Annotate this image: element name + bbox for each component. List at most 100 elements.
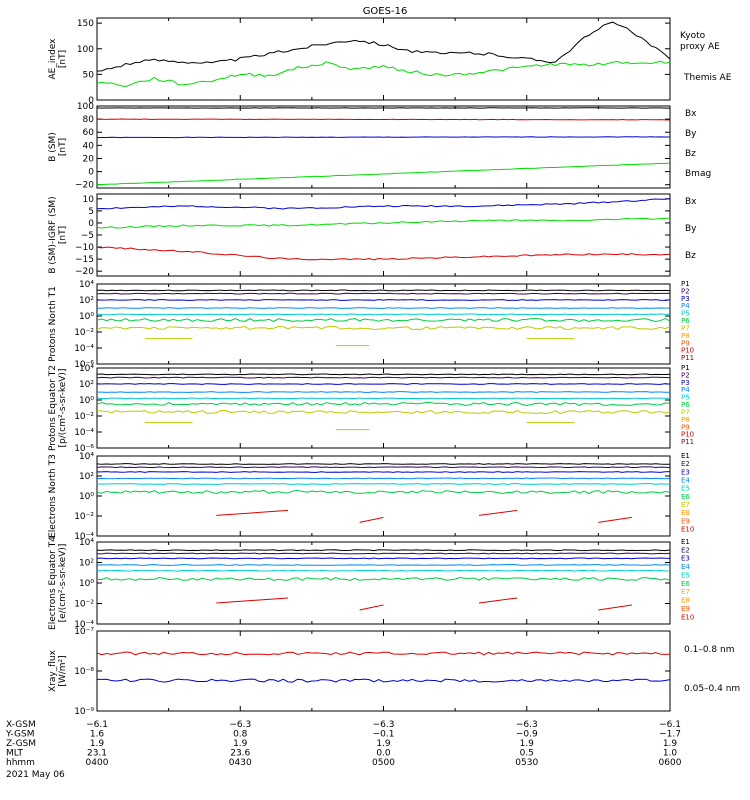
panel-2: 100 80 60 40 20 0 −20 B (SM) [nT] Bx By Bz Bmag [48, 102, 711, 191]
channel-line [96, 292, 671, 295]
channel-label: P4 [681, 302, 690, 310]
y-axis-label: Electrons North T3 [48, 454, 58, 538]
channel-label: P6 [681, 401, 690, 409]
legend-label: 0.1–0.8 nm [684, 645, 734, 655]
y-tick-label: 10⁴ [79, 538, 94, 548]
channel-label: E3 [681, 555, 690, 563]
legend-label: 0.05–0.4 nm [684, 684, 740, 694]
y-tick-label: −10 [75, 243, 94, 253]
channel-line [96, 289, 671, 292]
y-axis-label: Protons North T1 [48, 286, 58, 362]
y-tick-label: 0 [88, 96, 94, 106]
y-tick-label: 10⁴ [79, 364, 94, 374]
channel-segment [478, 509, 518, 516]
y-tick-label: 10 [83, 195, 95, 205]
channel-label: E8 [681, 597, 690, 605]
channel-line [96, 466, 671, 469]
y-tick-label: −20 [75, 181, 94, 191]
channel-label: P9 [681, 339, 690, 347]
channel-label: E7 [681, 588, 690, 596]
footer-row-label: Y-GSM [5, 730, 34, 740]
footer-value: 1.9 [376, 739, 391, 749]
channel-label: P9 [681, 423, 690, 431]
channel-line [96, 307, 671, 309]
y-tick-label: 40 [83, 141, 95, 151]
channel-segment [359, 516, 384, 523]
y-tick-label: −5 [81, 231, 94, 241]
y-tick-label: 10² [79, 472, 94, 482]
channel-label: P10 [681, 347, 694, 355]
channel-label: E1 [681, 452, 690, 460]
series-line [96, 217, 671, 229]
channel-label: E5 [681, 485, 690, 493]
panel-frame [96, 105, 671, 189]
channel-label: P2 [681, 371, 690, 379]
y-tick-label: 10⁻⁹ [74, 707, 94, 717]
y-tick-label: −20 [75, 267, 94, 277]
footer-value: 1.9 [520, 739, 535, 749]
channel-label: E4 [681, 476, 690, 484]
channel-line [96, 471, 671, 473]
y-axis-label: Electrons Equator T4 [48, 536, 58, 630]
footer-date: 2021 May 06 [6, 770, 65, 780]
legend-label: Bmag [685, 169, 711, 179]
series-line [96, 162, 671, 186]
legend-label: Themis AE [683, 73, 732, 83]
panel-frame [96, 367, 671, 449]
channel-line [96, 383, 671, 385]
channel-line [96, 326, 671, 331]
channel-line [96, 483, 671, 485]
footer-value: 1.0 [663, 749, 678, 759]
y-tick-label: 50 [83, 70, 95, 80]
footer-value: −6.1 [659, 720, 681, 730]
channel-label: P4 [681, 386, 690, 394]
y-tick-label: 10⁴ [79, 452, 94, 462]
footer-value: 1.9 [90, 739, 105, 749]
footer-value: 0.0 [376, 749, 391, 759]
y-axis-label: Protons Equator T2 [48, 365, 58, 451]
channel-label: P11 [681, 354, 694, 362]
channel-label: P2 [681, 287, 690, 295]
y-tick-label: 10⁻⁸ [74, 667, 94, 677]
y-tick-label: 5 [88, 207, 94, 217]
channel-label: E6 [681, 493, 690, 501]
channel-label: P7 [681, 324, 690, 332]
panel-frame [96, 17, 671, 101]
channel-label: E8 [681, 509, 690, 517]
panel-3: 10 5 0 −5 −10 −15 −20 B (SM)-IGRF (SM) [nT] Bx By B… [48, 193, 697, 277]
channel-line [96, 313, 671, 316]
series-line [96, 678, 671, 683]
channel-line [96, 549, 671, 552]
y-tick-label: 10⁻² [74, 512, 94, 522]
channel-line [96, 317, 671, 323]
chart-title: GOES-16 [363, 6, 408, 17]
y-axis-label: B (SM) [48, 132, 58, 162]
y-axis-label: Xray_flux [48, 649, 58, 692]
y-tick-label: 10² [79, 296, 94, 306]
footer-value: 0.5 [520, 749, 534, 759]
y-axis-label: [W/m²] [58, 655, 68, 686]
channel-segment [598, 604, 632, 611]
footer-value: −6.1 [86, 720, 108, 730]
channel-line [96, 397, 671, 400]
y-tick-label: 10⁰ [79, 579, 94, 589]
y-tick-label: 150 [77, 19, 94, 29]
channel-label: P1 [681, 280, 690, 288]
channel-label: P11 [681, 438, 694, 446]
y-tick-label: 10⁰ [79, 396, 94, 406]
legend-label: proxy AE [680, 42, 720, 52]
footer-row-label: hhmm [6, 758, 35, 768]
footer-value: 23.6 [230, 749, 250, 759]
series-line [96, 118, 671, 121]
channel-segment [216, 509, 289, 516]
channel-label: E7 [681, 501, 690, 509]
footer-value: 1.9 [663, 739, 678, 749]
footer-value: 0430 [229, 758, 252, 768]
channel-label: E10 [681, 525, 694, 533]
y-tick-label: 10² [79, 380, 94, 390]
channel-label: E6 [681, 580, 690, 588]
panel-frame [96, 283, 671, 365]
channel-label: E5 [681, 571, 690, 579]
